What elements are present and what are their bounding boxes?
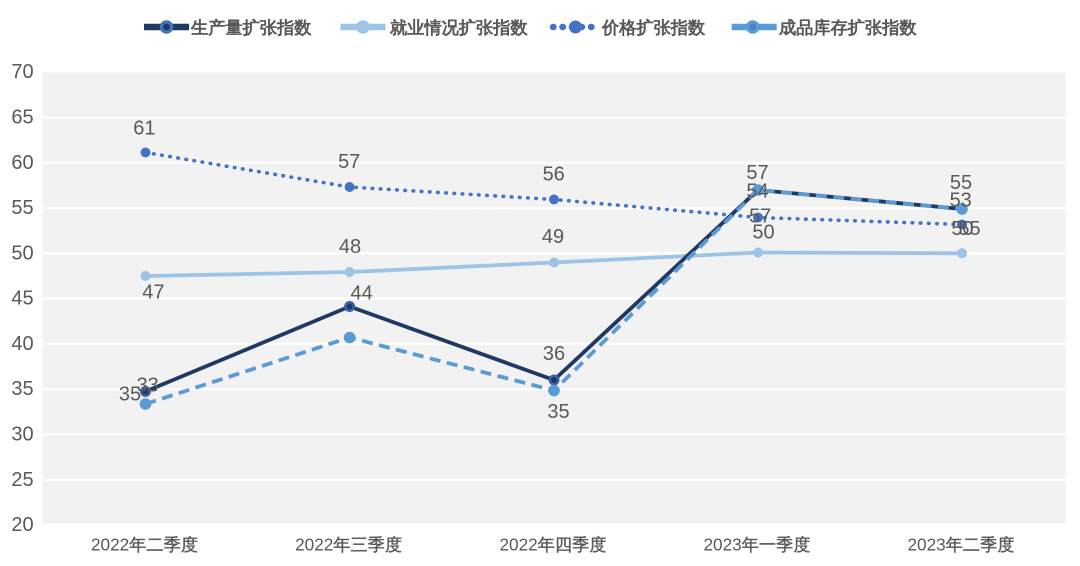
svg-text:48: 48 bbox=[339, 236, 361, 258]
svg-text:20: 20 bbox=[11, 514, 33, 536]
svg-text:56: 56 bbox=[543, 164, 565, 186]
svg-text:54: 54 bbox=[746, 181, 768, 203]
svg-text:60: 60 bbox=[11, 152, 33, 174]
svg-text:30: 30 bbox=[11, 424, 33, 446]
svg-text:35: 35 bbox=[11, 378, 33, 400]
svg-text:57: 57 bbox=[749, 206, 771, 228]
svg-text:53: 53 bbox=[950, 190, 972, 212]
svg-text:61: 61 bbox=[133, 117, 155, 139]
svg-text:35: 35 bbox=[119, 383, 141, 405]
svg-text:50: 50 bbox=[11, 242, 33, 264]
svg-text:47: 47 bbox=[142, 281, 164, 303]
svg-text:2022: 2022 bbox=[91, 535, 129, 555]
svg-text:55: 55 bbox=[950, 172, 972, 194]
svg-text:44: 44 bbox=[350, 282, 372, 304]
svg-text:36: 36 bbox=[543, 343, 565, 365]
svg-text:2023: 2023 bbox=[704, 535, 742, 555]
svg-text:70: 70 bbox=[11, 61, 33, 83]
svg-text:40: 40 bbox=[11, 333, 33, 355]
svg-text:50: 50 bbox=[951, 218, 973, 240]
svg-text:35: 35 bbox=[547, 401, 569, 423]
svg-text:57: 57 bbox=[746, 162, 768, 184]
svg-text:33: 33 bbox=[137, 375, 159, 397]
svg-text:2023: 2023 bbox=[908, 535, 946, 555]
svg-text:65: 65 bbox=[11, 107, 33, 129]
svg-text:55: 55 bbox=[958, 218, 980, 240]
svg-text:50: 50 bbox=[752, 222, 774, 244]
svg-text:57: 57 bbox=[338, 151, 360, 173]
svg-text:2022: 2022 bbox=[500, 535, 538, 555]
svg-text:49: 49 bbox=[542, 226, 564, 248]
svg-text:55: 55 bbox=[11, 197, 33, 219]
svg-text:45: 45 bbox=[11, 288, 33, 310]
svg-text:2022: 2022 bbox=[295, 535, 333, 555]
svg-text:25: 25 bbox=[11, 469, 33, 491]
